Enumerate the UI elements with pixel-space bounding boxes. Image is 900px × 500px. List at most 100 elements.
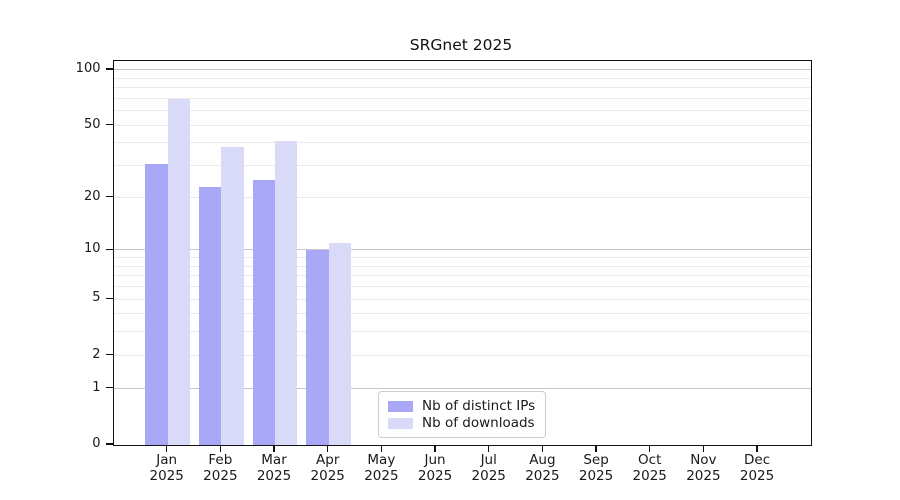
x-tick-mark-mar (273, 445, 275, 452)
x-tick-label-feb: Feb 2025 (188, 452, 252, 484)
x-tick-year: 2025 (364, 468, 399, 484)
x-tick-label-jun: Jun 2025 (403, 452, 467, 484)
x-tick-month: Oct (638, 452, 662, 468)
gridline-minor-50 (113, 124, 811, 126)
gridline-minor-3 (113, 331, 811, 333)
x-tick-mark-dec (756, 445, 758, 452)
x-tick-month: Jul (480, 452, 497, 468)
x-tick-year: 2025 (739, 468, 775, 484)
legend-entry-distinct-ips: Nb of distinct IPs (388, 398, 535, 414)
gridline-minor-2 (113, 354, 811, 356)
x-tick-month: Apr (316, 452, 340, 468)
gridline-minor-6 (113, 285, 811, 287)
x-tick-label-may: May 2025 (349, 452, 413, 484)
x-tick-label-aug: Aug 2025 (510, 452, 574, 484)
gridline-minor-30 (113, 165, 811, 167)
bar-downloads-jan (167, 98, 191, 445)
legend-label-distinct-ips: Nb of distinct IPs (422, 398, 536, 414)
x-tick-mark-jun (434, 445, 436, 452)
gridline-minor-40 (113, 142, 811, 144)
x-tick-mark-may (380, 445, 383, 452)
bar-downloads-mar (275, 141, 298, 445)
x-tick-month: Sep (583, 452, 609, 468)
x-tick-mark-jan (166, 445, 168, 452)
y-tick-label-0: 0 (92, 436, 101, 451)
y-tick-label-100: 100 (75, 61, 101, 77)
gridline-minor-70 (113, 97, 811, 99)
x-tick-label-nov: Nov 2025 (671, 452, 735, 484)
bar-downloads-feb (221, 147, 244, 445)
y-tick-mark-1 (105, 387, 113, 389)
x-tick-mark-nov (702, 445, 705, 452)
chart-title: SRGnet 2025 (409, 36, 513, 54)
x-tick-year: 2025 (632, 468, 667, 484)
x-tick-month: Nov (690, 452, 717, 468)
bar-ips-mar (252, 180, 276, 445)
bar-ips-apr (306, 250, 329, 445)
gridline-minor-90 (113, 77, 811, 79)
legend-label-downloads: Nb of downloads (422, 415, 535, 431)
x-tick-label-mar: Mar 2025 (242, 452, 306, 484)
x-tick-mark-apr (327, 445, 329, 452)
y-tick-label-10: 10 (83, 241, 101, 257)
gridline-minor-8 (113, 265, 811, 267)
x-tick-year: 2025 (578, 468, 614, 484)
y-tick-mark-5 (105, 297, 113, 300)
legend: Nb of distinct IPs Nb of downloads (378, 391, 546, 438)
x-tick-mark-sep (595, 445, 597, 452)
x-tick-label-jul: Jul 2025 (457, 452, 521, 484)
y-tick-label-2: 2 (92, 346, 101, 362)
x-tick-mark-oct (649, 445, 651, 452)
y-tick-label-5: 5 (92, 290, 101, 306)
x-tick-month: Jun (424, 452, 446, 468)
gridline-major-100 (113, 69, 811, 71)
y-tick-mark-20 (105, 196, 113, 198)
y-tick-label-50: 50 (83, 116, 101, 132)
gridline-minor-60 (113, 110, 811, 112)
x-tick-year: 2025 (471, 468, 506, 484)
gridline-minor-80 (113, 87, 811, 89)
x-tick-mark-aug (541, 445, 544, 452)
x-tick-label-dec: Dec 2025 (725, 452, 789, 484)
bar-ips-jan (145, 163, 168, 445)
x-tick-month: Aug (529, 452, 556, 468)
gridline-major-10 (113, 249, 811, 251)
x-tick-year: 2025 (686, 468, 721, 484)
y-tick-mark-0 (105, 443, 113, 445)
y-tick-label-1: 1 (92, 379, 101, 395)
gridline-minor-5 (113, 298, 811, 300)
x-tick-month: May (367, 452, 396, 468)
x-tick-mark-feb (219, 445, 222, 452)
gridline-minor-20 (113, 196, 811, 198)
y-tick-mark-50 (105, 123, 113, 126)
legend-entry-downloads: Nb of downloads (388, 415, 535, 431)
bar-downloads-apr (328, 243, 352, 445)
x-tick-month: Dec (744, 452, 771, 468)
x-tick-label-sep: Sep 2025 (564, 452, 628, 484)
y-tick-mark-100 (105, 68, 113, 70)
x-tick-month: Feb (208, 452, 233, 468)
x-tick-year: 2025 (203, 468, 238, 484)
legend-swatch-distinct-ips (388, 400, 413, 412)
gridline-minor-4 (113, 313, 811, 315)
y-tick-label-20: 20 (83, 188, 101, 204)
x-tick-year: 2025 (525, 468, 560, 484)
x-tick-year: 2025 (417, 468, 453, 484)
y-tick-mark-2 (105, 354, 113, 356)
gridline-minor-7 (113, 275, 811, 277)
gridline-major-1 (113, 387, 811, 389)
x-tick-label-oct: Oct 2025 (618, 452, 682, 484)
bar-ips-feb (198, 186, 222, 445)
x-tick-year: 2025 (149, 468, 184, 484)
x-tick-year: 2025 (256, 468, 292, 484)
x-tick-mark-jul (488, 445, 490, 452)
plot-area (112, 60, 812, 446)
legend-swatch-downloads (388, 417, 413, 429)
x-tick-year: 2025 (310, 468, 345, 484)
gridline-minor-9 (113, 257, 811, 258)
y-tick-mark-10 (105, 248, 113, 250)
x-tick-month: Jan (156, 452, 178, 468)
x-tick-label-apr: Apr 2025 (296, 452, 360, 484)
x-tick-label-jan: Jan 2025 (135, 452, 199, 484)
